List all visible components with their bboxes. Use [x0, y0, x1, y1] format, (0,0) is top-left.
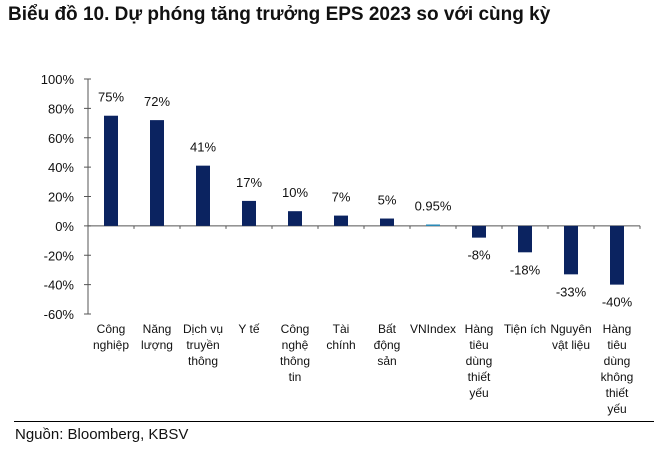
x-tick-label: tiêu: [607, 338, 626, 352]
x-tick-label: chính: [326, 338, 355, 352]
x-tick-label: truyền: [186, 338, 219, 352]
x-tick-label: nghiệp: [93, 338, 129, 352]
bar: [610, 225, 624, 285]
bar: [564, 225, 578, 275]
data-label: 0.95%: [415, 198, 452, 213]
bar: [288, 211, 302, 226]
data-label: 5%: [378, 193, 397, 208]
data-label: -8%: [467, 248, 491, 263]
chart-title: Biểu đồ 10. Dự phóng tăng trưởng EPS 202…: [8, 4, 551, 25]
bar-chart: 100% 80% 60% 40% 20% 0% -20% -40% -60% 75% Công ngh…: [41, 72, 641, 416]
y-tick-label: 0%: [55, 219, 74, 234]
data-label: 10%: [282, 185, 308, 200]
bar: [196, 165, 210, 226]
x-tick-label: Bất: [378, 322, 397, 336]
x-tick-label: động: [374, 338, 401, 352]
data-label: -18%: [510, 262, 541, 277]
bar: [380, 218, 394, 226]
bar: [242, 200, 256, 226]
y-tick-label: -60%: [44, 307, 75, 322]
x-tick-label: dùng: [604, 354, 631, 368]
x-tick-label: thông: [188, 354, 218, 368]
data-label: -40%: [602, 295, 633, 310]
x-tick-label: Năng: [143, 322, 172, 336]
bar: [426, 224, 440, 226]
x-tick-label: thông: [280, 354, 310, 368]
x-tick-label: tin: [289, 370, 302, 384]
bar: [104, 115, 118, 226]
data-label: 72%: [144, 94, 170, 109]
x-tick-label: thiết: [606, 386, 629, 400]
x-tick-label: dùng: [466, 354, 493, 368]
x-tick-label: thiết: [468, 370, 491, 384]
x-tick-label: yếu: [469, 386, 488, 400]
divider: [14, 421, 654, 422]
x-tick-label: sản: [377, 354, 396, 368]
y-tick-label: 60%: [48, 131, 74, 146]
x-tick-label: Tài: [333, 322, 350, 336]
data-label: 17%: [236, 175, 262, 190]
y-tick-label: 80%: [48, 101, 74, 116]
y-tick-label: 40%: [48, 160, 74, 175]
source-note: Nguồn: Bloomberg, KBSV: [15, 426, 189, 443]
x-tick-label: tiêu: [469, 338, 488, 352]
data-label: -33%: [556, 284, 587, 299]
bar: [334, 215, 348, 226]
y-tick-label: 20%: [48, 190, 74, 205]
x-tick-label: Công: [97, 322, 126, 336]
x-tick-label: Hàng: [465, 322, 494, 336]
x-tick-label: Dịch vụ: [183, 322, 223, 336]
data-label: 41%: [190, 140, 216, 155]
x-tick-label: Hàng: [603, 322, 632, 336]
data-label: 75%: [98, 90, 124, 105]
x-tick-label: không: [601, 370, 634, 384]
x-tick-label: Tiện ích: [504, 322, 546, 336]
y-tick-label: -40%: [44, 278, 75, 293]
bar: [472, 225, 486, 238]
bar: [518, 225, 532, 253]
x-tick-label: VNIndex: [410, 322, 456, 336]
y-tick-label: -20%: [44, 248, 75, 263]
x-tick-label: lượng: [141, 338, 173, 352]
x-tick-label: nghệ: [282, 338, 309, 352]
y-tick-label: 100%: [41, 72, 75, 87]
x-tick-label: Nguyên: [550, 322, 591, 336]
x-tick-label: yếu: [607, 402, 626, 416]
bar: [150, 120, 164, 226]
x-tick-label: Y tế: [238, 322, 259, 336]
x-tick-label: vật liệu: [552, 338, 590, 352]
x-tick-label: Công: [281, 322, 310, 336]
data-label: 7%: [332, 190, 351, 205]
